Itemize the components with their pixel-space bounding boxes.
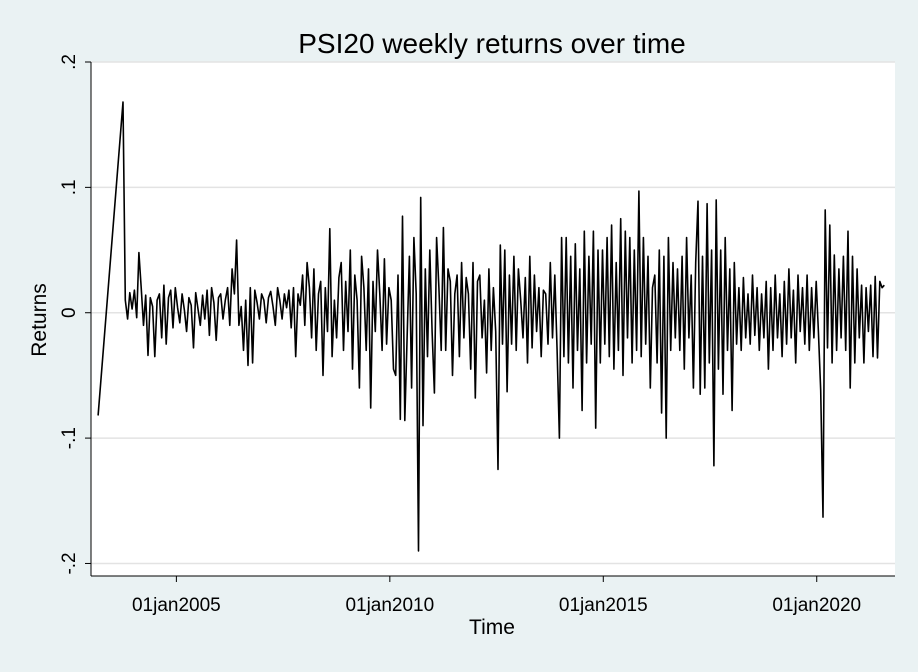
x-tick-label: 01jan2020 [772,595,861,616]
x-tick-label: 01jan2010 [345,595,434,616]
y-tick-label: -.2 [59,552,80,574]
x-tick-label: 01jan2005 [132,595,221,616]
series-line [97,101,885,552]
x-axis-title: Time [469,616,515,639]
y-tick-label: .1 [59,179,80,195]
y-tick-label: .2 [59,54,80,70]
y-tick-label: -.1 [59,427,80,449]
y-axis-title: Returns [28,283,51,357]
y-tick-label: 0 [59,307,80,318]
x-tick-label: 01jan2015 [559,595,648,616]
chart-title: PSI20 weekly returns over time [298,28,686,59]
